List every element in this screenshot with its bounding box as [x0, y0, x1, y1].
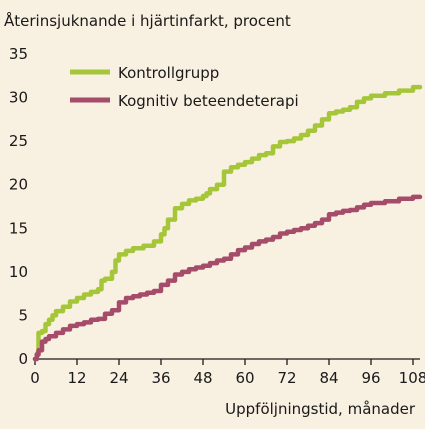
x-tick-label: 84 [319, 369, 338, 387]
x-tick-label: 12 [67, 369, 86, 387]
y-axis-title: Återinsjuknande i hjärtinfarkt, procent [4, 11, 291, 30]
y-tick-label: 30 [9, 89, 28, 107]
x-tick-label: 36 [151, 369, 170, 387]
x-axis-title: Uppföljningstid, månader [225, 400, 416, 418]
plot-area [32, 84, 423, 362]
x-tick-label: 60 [235, 369, 254, 387]
y-tick-label: 25 [9, 132, 28, 150]
y-axis: 0 5 10 15 20 25 30 35 [9, 45, 28, 368]
legend-label: Kognitiv beteendeterapi [118, 92, 299, 110]
legend: Kontrollgrupp Kognitiv beteendeterapi [70, 64, 299, 110]
x-tick-label: 0 [30, 369, 40, 387]
x-tick-label: 48 [193, 369, 212, 387]
x-axis: 0 12 24 36 48 60 72 84 96 108 [30, 358, 425, 387]
series-line-kognitiv-beteendeterapi [32, 194, 423, 362]
y-tick-label: 35 [9, 45, 28, 63]
y-tick-label: 15 [9, 219, 28, 237]
legend-label: Kontrollgrupp [118, 64, 219, 82]
y-tick-label: 10 [9, 263, 28, 281]
series-line-kontrollgrupp [32, 84, 423, 362]
x-tick-label: 72 [277, 369, 296, 387]
y-tick-label: 5 [18, 306, 28, 324]
x-tick-label: 24 [109, 369, 128, 387]
x-tick-label: 108 [399, 369, 425, 387]
y-tick-label: 20 [9, 176, 28, 194]
y-tick-label: 0 [18, 350, 28, 368]
x-tick-label: 96 [361, 369, 380, 387]
